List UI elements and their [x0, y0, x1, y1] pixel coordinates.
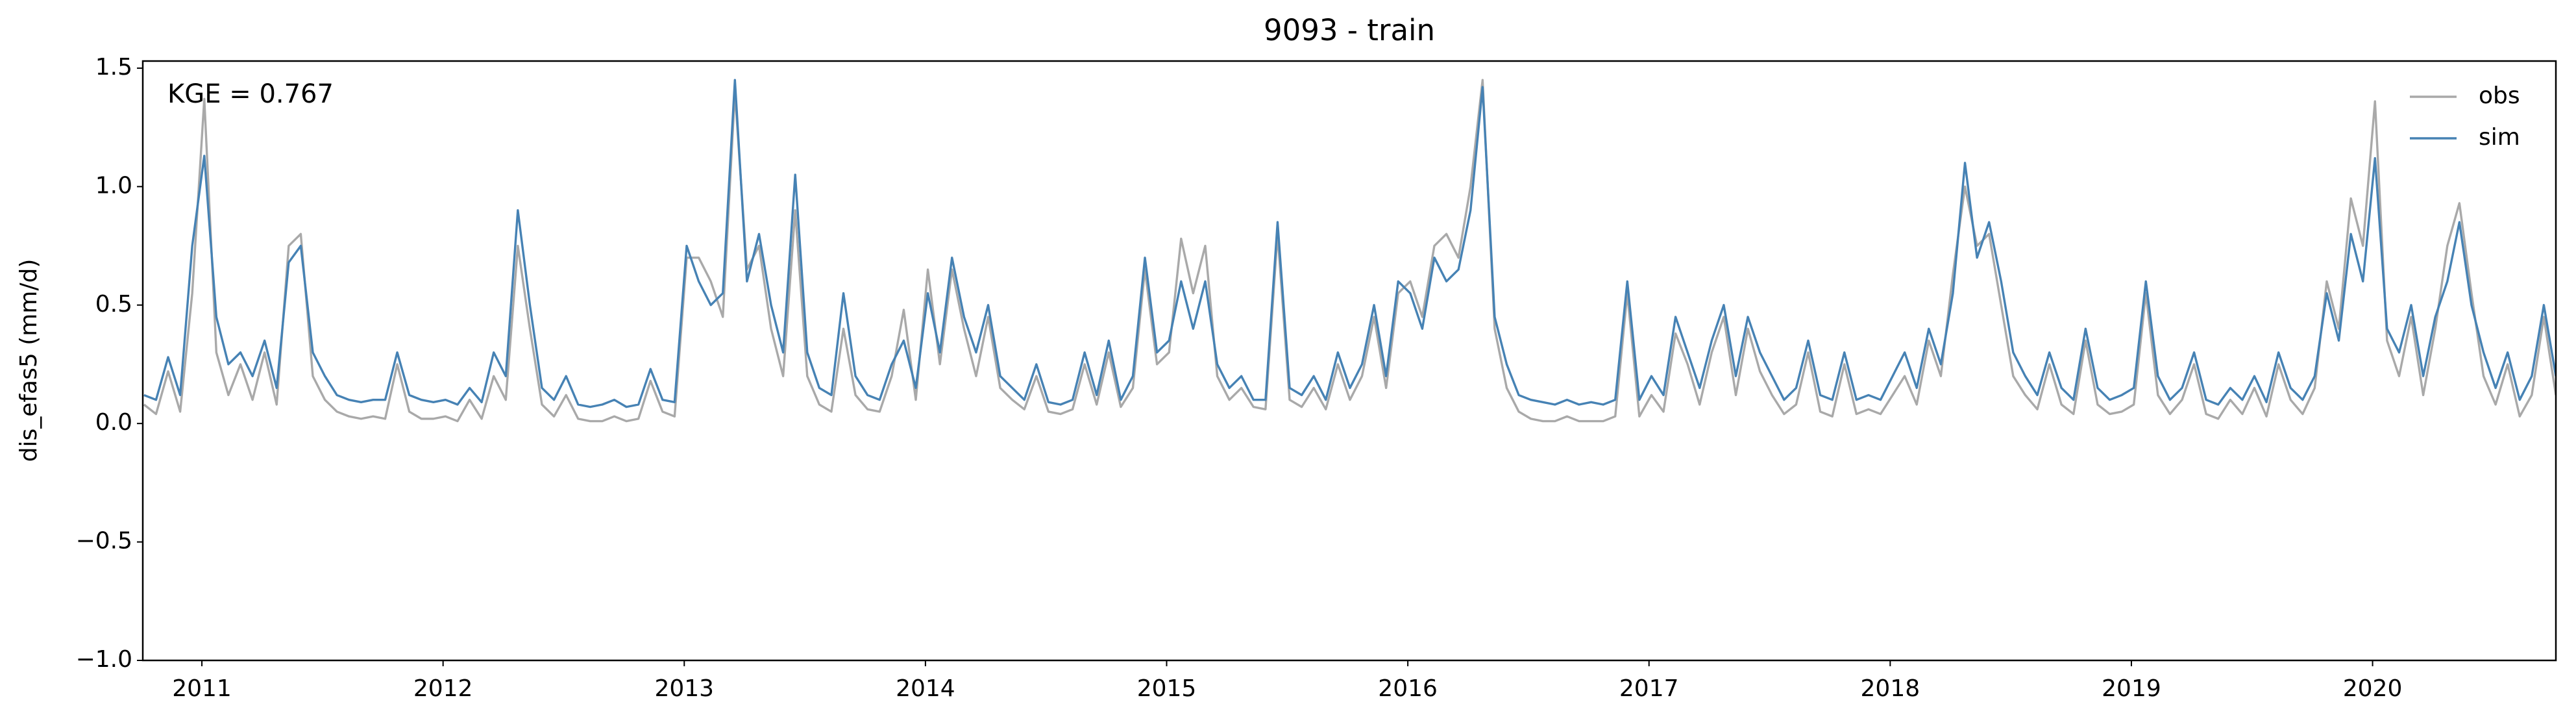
x-tick-label: 2013 — [654, 675, 714, 702]
x-tick-label: 2017 — [1619, 675, 1679, 702]
x-tick-label: 2015 — [1137, 675, 1197, 702]
x-tick-label: 2016 — [1378, 675, 1438, 702]
axes-frame — [141, 60, 2557, 662]
x-tick-label: 2011 — [172, 675, 232, 702]
y-tick-label: 1.0 — [95, 172, 132, 199]
chart-title: 9093 - train — [1264, 13, 1435, 47]
x-tick-label: 2019 — [2102, 675, 2161, 702]
y-tick-label: 0.0 — [95, 409, 132, 436]
y-tick-label: 1.5 — [95, 54, 132, 81]
x-tick-label: 2014 — [896, 675, 955, 702]
annotation: KGE = 0.767 — [167, 79, 334, 109]
x-tick-label: 2012 — [413, 675, 473, 702]
legend-label: obs — [2479, 82, 2520, 109]
legend-label: sim — [2479, 124, 2520, 151]
series-line — [143, 79, 2556, 423]
y-tick-label: 0.5 — [95, 291, 132, 318]
y-tick-label: −0.5 — [76, 528, 132, 555]
series-line — [143, 79, 2556, 408]
y-tick-label: −1.0 — [76, 646, 132, 673]
x-tick-label: 2020 — [2343, 675, 2403, 702]
x-tick-label: 2018 — [1861, 675, 1920, 702]
y-axis-label: dis_efas5 (mm/d) — [16, 259, 42, 462]
plot-area — [143, 79, 2556, 423]
